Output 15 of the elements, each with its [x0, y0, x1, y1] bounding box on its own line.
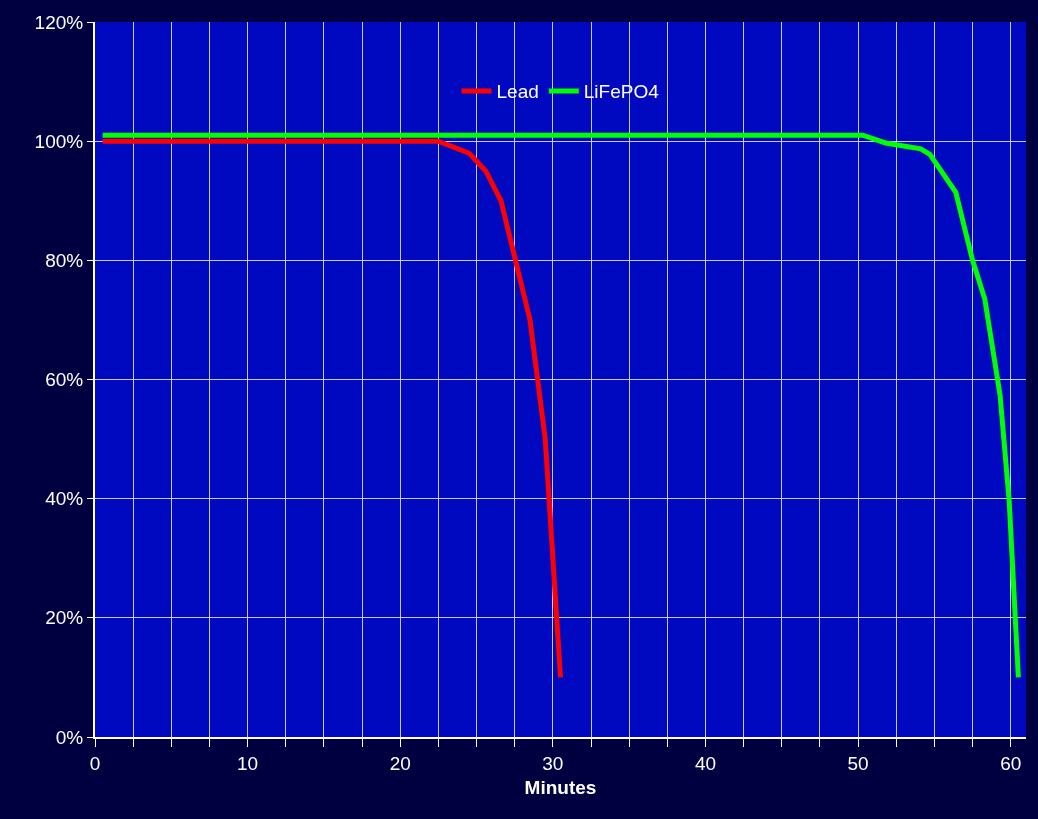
y-tick-label: 120%	[34, 11, 84, 33]
x-tick-label: 40	[694, 752, 717, 774]
y-tick-label: 80%	[45, 249, 84, 271]
x-tick-label: 30	[542, 752, 564, 774]
x-tick-label: 0	[89, 752, 101, 774]
x-tick-label: 20	[389, 752, 411, 774]
x-tick-label: 10	[237, 752, 259, 774]
y-tick-label: 100%	[34, 130, 84, 152]
x-tick-label: 50	[847, 752, 869, 774]
x-tick-label: 60	[1000, 752, 1022, 774]
y-tick-label: 40%	[45, 488, 84, 510]
x-axis-title: Minutes	[524, 777, 597, 799]
y-tick-label: 0%	[55, 726, 84, 748]
y-tick-label: 20%	[45, 607, 84, 629]
y-tick-label: 60%	[45, 369, 84, 391]
